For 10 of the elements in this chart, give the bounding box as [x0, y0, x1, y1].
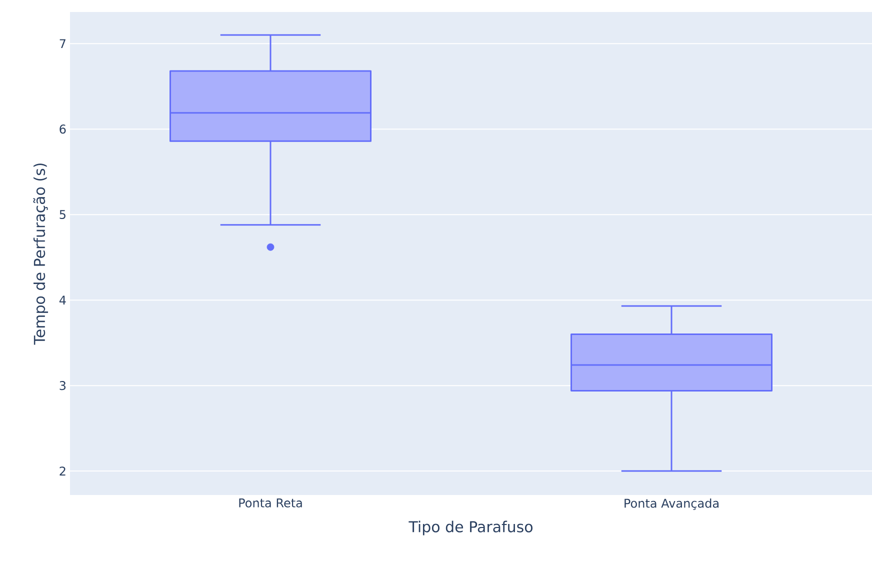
y-tick-label: 5 [60, 210, 66, 220]
y-tick-label: 7 [60, 39, 66, 48]
y-tick-label: 6 [60, 124, 66, 134]
x-tick-label: Ponta Reta [239, 498, 302, 508]
y-tick-label: 4 [59, 296, 66, 304]
x-axis-title: Tipo de Parafuso [408, 520, 532, 536]
y-tick-label: 2 [60, 466, 66, 476]
x-tick-label: Ponta Avançada [624, 498, 719, 510]
y-axis-title: Tempo de Perfuração (s) [33, 164, 48, 345]
y-tick-label: 3 [60, 381, 66, 390]
